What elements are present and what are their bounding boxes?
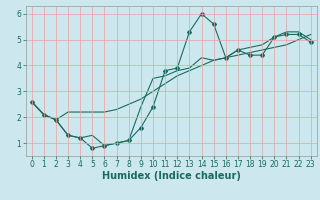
X-axis label: Humidex (Indice chaleur): Humidex (Indice chaleur)	[102, 171, 241, 181]
